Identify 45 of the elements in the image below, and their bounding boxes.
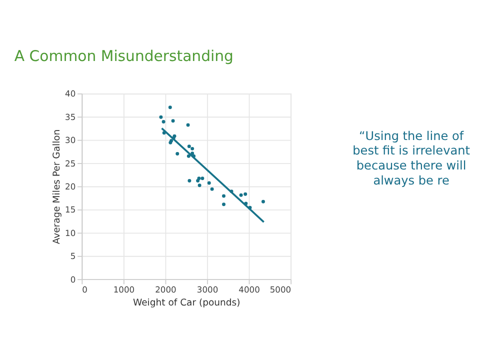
x-tick-label: 3000 [196,284,218,295]
y-tick-label: 40 [65,88,76,99]
x-tick-label: 1000 [113,284,135,295]
point [162,131,166,135]
point [239,193,243,197]
point [190,146,194,150]
point [171,119,175,123]
point [186,154,190,158]
point [230,190,234,194]
x-tick-label: 2000 [155,284,176,295]
y-tick-label: 5 [70,251,76,262]
y-tick-label: 0 [70,274,76,284]
y-tick-label: 30 [65,135,76,146]
point [244,202,248,206]
point [159,115,163,119]
x-tick-label: 5000 [270,284,292,295]
point [222,202,226,206]
chart-title: A Common Misunderstanding [14,46,234,65]
point [244,192,248,196]
x-tick-label: 0 [82,284,88,295]
y-tick-label: 20 [65,182,76,192]
point [186,123,190,127]
x-axis-title: Weight of Car (pounds) [132,298,240,309]
point [222,194,226,198]
point [248,206,252,210]
point [190,152,194,156]
point [162,120,166,124]
point [210,187,214,191]
point [197,176,201,180]
point [187,144,191,148]
y-axis-title: Average Miles Per Gallon [51,129,62,244]
text: “Using the line of best fit is irrelevant because there will always be re [352,128,470,188]
y-tick-label: 10 [65,228,76,238]
x-tick-label: 4000 [238,284,260,295]
point [198,184,202,188]
point [261,200,265,204]
y-tick-label: 15 [65,204,76,215]
point [176,152,180,156]
point [207,181,211,185]
y-tick-label: 25 [65,158,76,168]
point [188,178,192,182]
point [200,176,204,180]
point [168,106,172,110]
y-tick-label: 35 [65,112,76,122]
point [192,154,196,158]
